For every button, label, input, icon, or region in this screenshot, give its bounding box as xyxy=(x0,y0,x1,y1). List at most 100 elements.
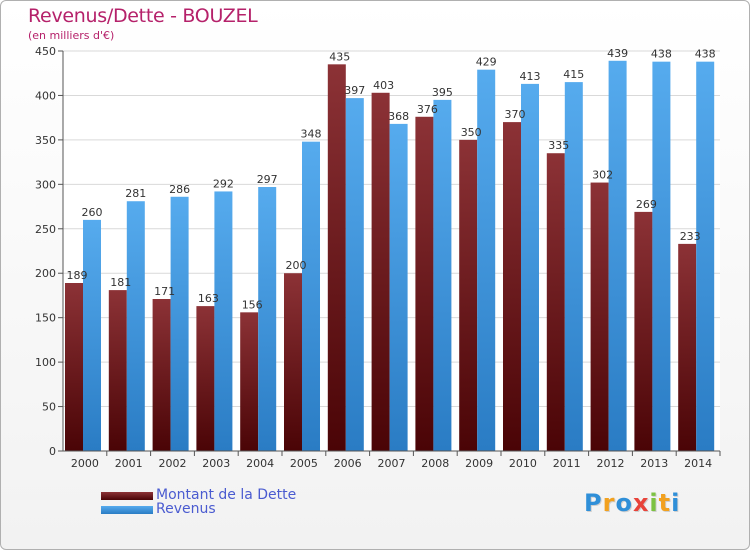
bar-dette xyxy=(459,139,478,451)
y-tick-label: 0 xyxy=(49,445,56,458)
y-tick-label: 350 xyxy=(35,134,56,147)
value-label-dette: 171 xyxy=(154,285,175,298)
bar-revenus xyxy=(521,83,539,451)
bar-dette xyxy=(152,299,171,451)
chart-subtitle: (en milliers d'€) xyxy=(28,29,115,42)
chart-title: Revenus/Dette - BOUZEL xyxy=(28,5,258,27)
x-tick-label: 2004 xyxy=(246,457,274,470)
x-tick-label: 2010 xyxy=(509,457,537,470)
bar-revenus xyxy=(608,60,627,452)
bar-dette xyxy=(240,312,259,451)
value-label-dette: 302 xyxy=(592,169,613,182)
y-tick-label: 100 xyxy=(35,356,56,369)
value-label-dette: 181 xyxy=(110,276,131,289)
value-label-revenus: 368 xyxy=(388,110,409,123)
value-label-dette: 189 xyxy=(67,269,88,282)
legend-label-revenus: Revenus xyxy=(156,501,216,517)
y-tick-label: 400 xyxy=(35,89,56,102)
value-label-dette: 233 xyxy=(680,230,701,243)
bar-dette xyxy=(503,122,521,451)
x-tick-label: 2003 xyxy=(202,457,230,470)
value-label-revenus: 281 xyxy=(125,187,146,200)
bar-revenus xyxy=(564,82,583,451)
value-label-revenus: 292 xyxy=(213,177,234,190)
bar-dette xyxy=(108,290,127,451)
bar-dette xyxy=(327,64,346,452)
value-label-dette: 370 xyxy=(505,108,526,121)
bar-dette xyxy=(284,273,302,451)
value-label-dette: 350 xyxy=(461,126,482,139)
value-label-dette: 435 xyxy=(329,50,350,63)
bar-revenus xyxy=(389,123,408,451)
value-label-dette: 403 xyxy=(373,79,394,92)
legend-swatch-revenus xyxy=(101,506,153,514)
x-tick-label: 2008 xyxy=(421,457,449,470)
bar-revenus xyxy=(83,219,101,451)
y-tick-label: 200 xyxy=(35,267,56,280)
value-label-revenus: 438 xyxy=(651,48,672,61)
value-label-revenus: 438 xyxy=(695,48,716,61)
bar-revenus xyxy=(302,141,320,451)
x-tick-label: 2005 xyxy=(290,457,318,470)
logo-letter: o xyxy=(615,489,633,517)
x-tick-label: 2002 xyxy=(159,457,187,470)
value-label-revenus: 397 xyxy=(344,84,365,97)
legend-label-dette: Montant de la Dette xyxy=(156,487,297,503)
y-tick-label: 300 xyxy=(35,178,56,191)
value-label-revenus: 286 xyxy=(169,183,190,196)
logo-letter: i xyxy=(649,489,659,517)
y-tick-label: 450 xyxy=(35,45,56,58)
value-label-revenus: 413 xyxy=(520,70,541,83)
value-label-revenus: 297 xyxy=(257,173,278,186)
bar-revenus xyxy=(433,99,452,451)
x-tick-label: 2012 xyxy=(597,457,625,470)
logo-letter: r xyxy=(602,489,616,517)
bar-dette xyxy=(196,306,215,451)
value-label-dette: 376 xyxy=(417,103,438,116)
y-tick-label: 150 xyxy=(35,312,56,325)
bar-revenus xyxy=(652,61,671,452)
bar-revenus xyxy=(345,98,364,451)
x-tick-label: 2009 xyxy=(465,457,493,470)
logo-letter: P xyxy=(584,489,603,517)
logo-letter: t xyxy=(658,489,672,517)
bar-revenus xyxy=(214,191,233,451)
bar-revenus xyxy=(126,201,145,451)
bar-revenus xyxy=(258,187,277,451)
x-tick-label: 2014 xyxy=(684,457,712,470)
value-label-revenus: 395 xyxy=(432,86,453,99)
x-tick-label: 2013 xyxy=(640,457,668,470)
bar-dette xyxy=(590,182,609,452)
bar-dette xyxy=(65,283,83,451)
logo-letter: i xyxy=(671,489,681,517)
bar-dette xyxy=(371,92,390,452)
proxiti-logo: Proxiti xyxy=(584,489,680,517)
value-label-revenus: 260 xyxy=(82,206,103,219)
value-label-dette: 156 xyxy=(242,298,263,311)
value-label-dette: 269 xyxy=(636,198,657,211)
legend-swatch-dette xyxy=(101,492,153,500)
bar-dette xyxy=(415,116,434,452)
value-label-revenus: 439 xyxy=(607,47,628,60)
bar-dette xyxy=(634,211,653,451)
bar-dette xyxy=(546,153,565,451)
value-label-dette: 335 xyxy=(548,139,569,152)
bar-revenus xyxy=(477,69,496,452)
value-label-revenus: 429 xyxy=(476,56,497,69)
x-tick-label: 2006 xyxy=(334,457,362,470)
x-tick-label: 2011 xyxy=(553,457,581,470)
bar-dette xyxy=(678,243,697,451)
x-tick-label: 2000 xyxy=(71,457,99,470)
value-label-dette: 200 xyxy=(286,259,307,272)
x-tick-label: 2001 xyxy=(115,457,143,470)
logo-letter: x xyxy=(632,489,650,517)
value-label-revenus: 415 xyxy=(563,68,584,81)
bar-revenus xyxy=(696,61,715,452)
y-tick-label: 250 xyxy=(35,223,56,236)
x-tick-label: 2007 xyxy=(378,457,406,470)
y-tick-label: 50 xyxy=(42,401,56,414)
value-label-revenus: 348 xyxy=(301,128,322,141)
value-label-dette: 163 xyxy=(198,292,219,305)
